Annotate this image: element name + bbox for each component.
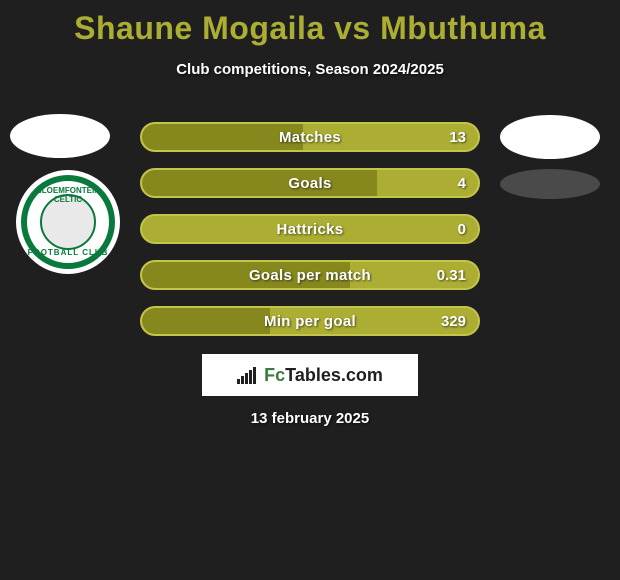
stat-rows: Matches13 Goals4 Hattricks0 Goals per match… (140, 122, 480, 352)
stat-row: Matches13 (140, 122, 480, 152)
stat-row-value: 329 (441, 308, 466, 334)
stat-row-label: Matches (142, 124, 478, 150)
club-badge: BLOEMFONTEIN CELTIC FOOTBALL CLUB (16, 170, 120, 274)
brand-suffix: Tables.com (285, 365, 383, 385)
stat-row: Min per goal329 (140, 306, 480, 336)
page-title: Shaune Mogaila vs Mbuthuma (0, 0, 620, 47)
player1-logo-placeholder-1 (10, 114, 110, 158)
brand-text: FcTables.com (264, 365, 383, 386)
stat-row-value: 4 (458, 170, 466, 196)
stat-row-label: Hattricks (142, 216, 478, 242)
brand-prefix: Fc (264, 365, 285, 385)
stat-row-value: 0 (458, 216, 466, 242)
brand-bars-icon (237, 366, 256, 384)
player2-logo-placeholder-2 (500, 169, 600, 199)
stat-row: Goals4 (140, 168, 480, 198)
stat-row-label: Goals per match (142, 262, 478, 288)
stat-row-label: Min per goal (142, 308, 478, 334)
date-line: 13 february 2025 (0, 410, 620, 427)
player2-logo-placeholder-1 (500, 115, 600, 159)
stat-row: Hattricks0 (140, 214, 480, 244)
stat-row: Goals per match0.31 (140, 260, 480, 290)
stat-row-value: 13 (449, 124, 466, 150)
brand-box: FcTables.com (202, 354, 418, 396)
subtitle: Club competitions, Season 2024/2025 (0, 61, 620, 78)
comparison-infographic: Shaune Mogaila vs Mbuthuma Club competit… (0, 0, 620, 580)
club-badge-top-text: BLOEMFONTEIN CELTIC (27, 186, 109, 204)
club-badge-ring: BLOEMFONTEIN CELTIC FOOTBALL CLUB (21, 175, 115, 269)
club-badge-bottom-text: FOOTBALL CLUB (27, 248, 109, 257)
stat-row-value: 0.31 (437, 262, 466, 288)
stat-row-label: Goals (142, 170, 478, 196)
